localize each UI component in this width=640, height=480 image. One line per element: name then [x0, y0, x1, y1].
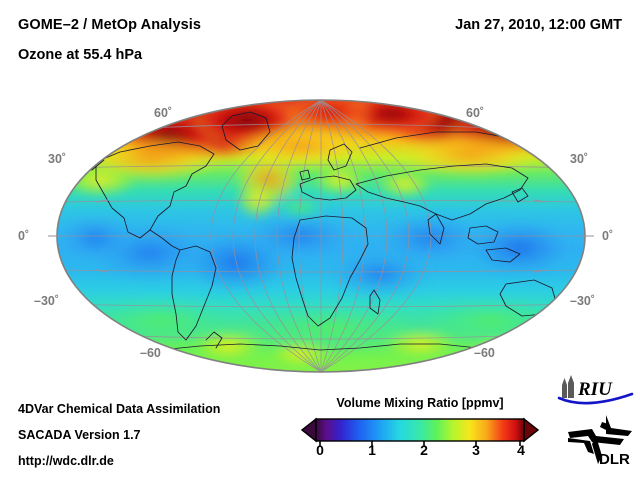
dlr-emblem-icon	[568, 415, 632, 464]
colorbar-ticks	[319, 441, 521, 446]
colorbar-swatch	[300, 417, 540, 446]
datetime-label: Jan 27, 2010, 12:00 GMT	[455, 17, 622, 33]
colorbar-title: Volume Mixing Ratio [ppmv]	[336, 396, 504, 410]
lat-label-60n-left: 60˚	[154, 106, 173, 120]
dlr-wordmark: DLR	[599, 451, 630, 468]
lat-label-0-left: 0˚	[18, 229, 30, 243]
page-subtitle: Ozone at 55.4 hPa	[18, 47, 143, 63]
colorbar-tick-2: 2	[420, 442, 428, 458]
colorbar-max-arrow	[523, 417, 540, 443]
ozone-field	[57, 100, 585, 372]
footer-line-version: SACADA Version 1.7	[18, 428, 141, 442]
riu-swoosh-icon	[557, 392, 634, 405]
lat-label-30s-right: –30˚	[570, 294, 596, 308]
lat-label-30n-left: 30˚	[48, 152, 67, 166]
lat-label-60s-left: –60	[140, 346, 161, 360]
mollweide-map-svg	[48, 99, 594, 373]
graticule	[57, 100, 585, 372]
colorbar-min-arrow	[300, 417, 317, 443]
footer-line-url[interactable]: http://wdc.dlr.de	[18, 454, 114, 468]
colorbar-tick-4: 4	[517, 442, 525, 458]
lat-label-60n-right: 60˚	[466, 106, 485, 120]
riu-spire-icon	[562, 375, 574, 398]
page-title: GOME–2 / MetOp Analysis	[18, 17, 202, 33]
riu-wordmark: RIU	[577, 379, 613, 400]
colorbar-tick-1: 1	[368, 442, 376, 458]
lat-label-30n-right: 30˚	[570, 152, 589, 166]
ozone-map: 60˚ 60˚ 30˚ 30˚ 0˚ 0˚ –30˚ –30˚ –60 –60	[0, 88, 640, 388]
dlr-logo: DLR	[568, 415, 632, 468]
lat-label-0-right: 0˚	[602, 229, 614, 243]
colorbar-tick-0: 0	[316, 442, 324, 458]
lat-label-30s-left: –30˚	[34, 294, 60, 308]
lat-ticks	[48, 199, 594, 273]
colorbar-gradient	[315, 418, 525, 442]
colorbar: Volume Mixing Ratio [ppmv]	[300, 396, 545, 476]
colorbar-tick-3: 3	[472, 442, 480, 458]
lat-label-60s-right: –60	[474, 346, 495, 360]
riu-logo: RIU	[557, 375, 634, 405]
footer-line-method: 4DVar Chemical Data Assimilation	[18, 402, 221, 416]
